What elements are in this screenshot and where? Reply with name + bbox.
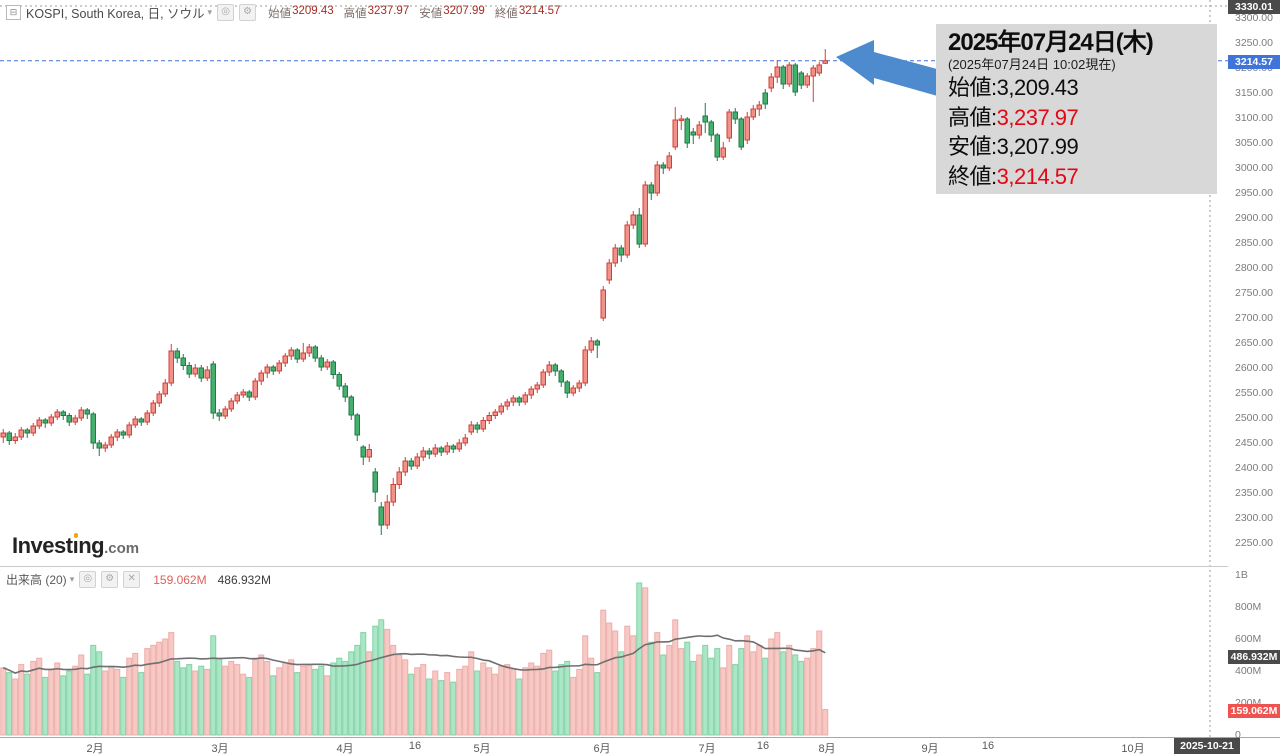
visibility-icon[interactable]: ◎ <box>217 4 235 21</box>
instrument-title[interactable]: KOSPI, South Korea, 日, ソウル <box>26 7 205 21</box>
callout-close-row: 終値:3,214.57 <box>948 163 1079 189</box>
time-tick-label: 16 <box>756 740 770 752</box>
price-axis[interactable]: 3330.01 3214.57 486.932M 159.062M 3300.0… <box>1228 0 1280 741</box>
high-value: 3237.97 <box>367 4 410 17</box>
volume-last-value: 159.062M <box>153 572 207 587</box>
price-tick-label: 2500.00 <box>1235 412 1273 424</box>
candlestick-series <box>0 49 828 535</box>
time-tick-label: 2月 <box>86 743 104 755</box>
time-tick-label: 8月 <box>818 743 836 755</box>
price-tick-label: 2900.00 <box>1235 212 1273 224</box>
low-value: 3207.99 <box>443 4 485 17</box>
collapse-pane-icon[interactable]: ⊟ <box>6 5 21 20</box>
price-tick-label: 3000.00 <box>1235 162 1273 174</box>
price-tick-label: 3250.00 <box>1235 37 1273 49</box>
crosshair-price-badge: 3330.01 <box>1228 0 1280 14</box>
price-tick-label: 2650.00 <box>1235 337 1273 349</box>
volume-tick-label: 800M <box>1235 601 1262 613</box>
volume-tick-label: 400M <box>1235 665 1262 677</box>
price-tick-label: 2600.00 <box>1235 362 1273 374</box>
time-tick-label: 3月 <box>211 743 229 755</box>
price-tick-label: 2850.00 <box>1235 237 1273 249</box>
high-label: 高値 <box>343 7 367 20</box>
annotation-arrow <box>836 40 948 99</box>
last-price-badge: 3214.57 <box>1228 55 1280 69</box>
callout-subtitle: (2025年07月24日 10:02現在) <box>948 57 1116 72</box>
main-legend: ⊟ KOSPI, South Korea, 日, ソウル ▾ ◎ ⚙ 始値 320… <box>6 3 560 22</box>
settings-icon[interactable]: ⚙ <box>239 4 257 21</box>
price-tick-label: 2700.00 <box>1235 312 1273 324</box>
investing-logo: Investıng.com <box>12 533 140 558</box>
callout-high-row: 高値:3,237.97 <box>948 104 1079 130</box>
price-tick-label: 2950.00 <box>1235 187 1273 199</box>
volume-tick-label: 1B <box>1235 569 1248 581</box>
time-tick-label: 7月 <box>698 743 716 755</box>
open-label: 始値 <box>268 7 292 20</box>
time-axis[interactable]: 2025-10-21 2月 3月 4月 16 5月 6月 7月 16 8月 9月 16 10月 <box>0 738 1280 755</box>
price-tick-label: 2750.00 <box>1235 287 1273 299</box>
visibility-icon[interactable]: ◎ <box>79 571 97 588</box>
volume-last-badge: 159.062M <box>1228 704 1280 718</box>
price-tick-label: 3150.00 <box>1235 87 1273 99</box>
time-tick-label: 16 <box>981 740 995 752</box>
price-tick-label: 2450.00 <box>1235 437 1273 449</box>
chevron-down-icon[interactable]: ▾ <box>69 574 75 584</box>
price-tick-label: 2350.00 <box>1235 487 1273 499</box>
price-tick-label: 3100.00 <box>1235 112 1273 124</box>
ohlc-readout: 始値 3209.43 高値 3237.97 安値 3207.99 終値 3214.57 <box>268 5 560 21</box>
time-tick-label: 9月 <box>921 743 939 755</box>
crosshair-date-badge: 2025-10-21 <box>1174 738 1240 754</box>
close-value: 3214.57 <box>518 4 561 17</box>
time-tick-label: 10月 <box>1121 743 1145 755</box>
volume-series <box>0 582 829 736</box>
low-label: 安値 <box>419 7 443 20</box>
callout-date-title: 2025年07月24日(木) <box>948 29 1154 56</box>
chevron-down-icon[interactable]: ▾ <box>207 7 213 17</box>
time-tick-label: 16 <box>408 740 422 752</box>
volume-tick-label: 0 <box>1235 729 1241 741</box>
price-tick-label: 3300.00 <box>1235 12 1273 24</box>
close-label: 終値 <box>494 7 518 20</box>
open-value: 3209.43 <box>292 4 334 17</box>
time-tick-label: 6月 <box>593 743 611 755</box>
price-tick-label: 2300.00 <box>1235 512 1273 524</box>
close-icon[interactable]: ✕ <box>123 571 141 588</box>
volume-ma-line <box>2 634 826 674</box>
logo-orange-dot: ı <box>72 533 79 558</box>
price-tick-label: 2250.00 <box>1235 537 1273 549</box>
volume-indicator-title[interactable]: 出来高 (20) <box>6 573 67 587</box>
volume-legend: 出来高 (20) ▾ ◎ ⚙ ✕ 159.062M 486.932M <box>6 571 271 588</box>
price-tick-label: 2800.00 <box>1235 262 1273 274</box>
volume-ma-badge: 486.932M <box>1228 650 1280 664</box>
time-tick-label: 4月 <box>336 743 354 755</box>
callout-open-row: 始値:3,209.43 <box>948 75 1079 100</box>
time-tick-label: 5月 <box>473 743 491 755</box>
volume-tick-label: 600M <box>1235 633 1262 645</box>
price-tick-label: 3050.00 <box>1235 137 1273 149</box>
price-tick-label: 2550.00 <box>1235 387 1273 399</box>
price-tick-label: 2400.00 <box>1235 462 1273 474</box>
ohlc-callout: 2025年07月24日(木) (2025年07月24日 10:02現在) 始値:… <box>936 24 1217 194</box>
settings-icon[interactable]: ⚙ <box>101 571 119 588</box>
volume-ma-value: 486.932M <box>217 572 271 587</box>
callout-low-row: 安値:3,207.99 <box>948 134 1079 159</box>
